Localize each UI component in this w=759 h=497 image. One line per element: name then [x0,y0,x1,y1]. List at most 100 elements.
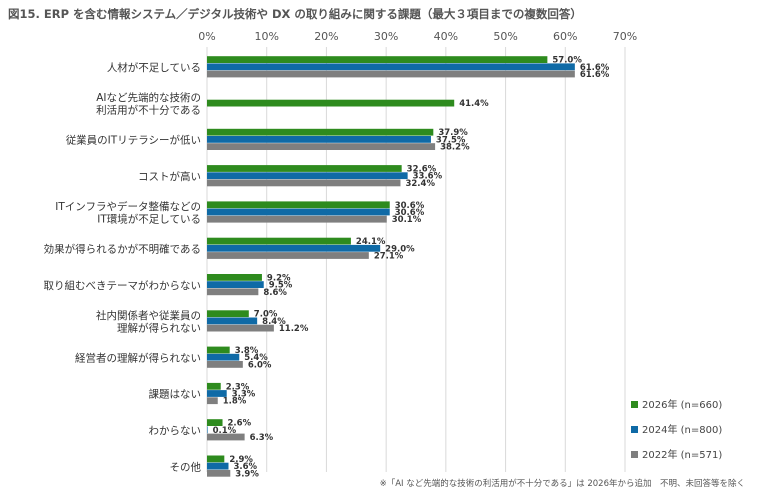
category-label: その他 [170,460,202,473]
bar [207,353,240,361]
value-label: 2.3% [226,382,250,392]
value-label: 3.8% [235,346,259,356]
bar [207,469,231,477]
value-label: 61.6% [580,63,610,73]
value-label: 32.4% [405,179,435,189]
bar [207,201,390,209]
bar [207,165,402,172]
bar [207,361,243,368]
legend-label: 2022年 (n=571) [642,448,722,461]
value-label: 9.5% [269,281,293,291]
value-label: 2.9% [229,455,253,465]
bar [207,419,223,426]
value-label: 38.2% [440,143,470,153]
value-label: 8.6% [263,288,287,298]
value-label: 32.6% [407,165,437,175]
bar [207,244,381,252]
category-label: 人材が不足している [107,61,201,74]
footnote: ※「AI など先端的な技術の利活用が不十分である」は 2026年から追加 不明、… [379,479,745,489]
x-tick-label: 30% [374,30,398,43]
value-label: 30.6% [395,201,425,211]
value-labels: 57.0%61.6%61.6%41.4%37.9%37.5%38.2%32.6%… [213,56,610,480]
value-label: 7.0% [254,310,278,320]
category-label: 従業員のITリテラシーが低い [66,134,201,147]
bar [207,310,249,318]
bar [207,252,369,259]
x-tick-label: 0% [198,30,215,43]
value-label: 41.4% [459,99,489,109]
value-label: 30.1% [392,215,422,225]
category-label: コストが高い [138,170,201,183]
category-label: 効果が得られるかが不明確である [44,243,201,256]
value-label: 3.6% [233,462,257,472]
category-label: わからない [149,425,202,437]
value-label: 8.4% [262,317,286,327]
legend-swatch [631,451,638,458]
value-label: 6.0% [248,360,272,370]
value-label: 33.6% [413,172,443,182]
value-label: 37.9% [438,128,468,138]
category-label: ITインフラやデータ整備などの IT環境が不足している [55,200,201,226]
value-label: 3.3% [232,390,256,400]
value-label: 3.9% [235,469,259,479]
bar [207,462,229,470]
x-tick-label: 20% [314,30,338,43]
bar [207,382,221,390]
bar [207,281,264,288]
legend-label: 2026年 (n=660) [642,398,722,411]
value-label: 9.2% [267,273,291,283]
bar [207,455,225,463]
bar [207,433,245,441]
bar [207,208,390,216]
x-tick-label: 40% [434,30,458,43]
bar [207,346,230,354]
bar [207,172,408,180]
grid-lines [206,47,626,472]
bar [207,70,575,78]
bar [207,99,455,107]
value-label: 27.1% [374,252,404,262]
x-tick-label: 10% [254,30,278,43]
value-label: 37.5% [436,135,466,145]
category-label: AIなど先端的な技術の利活用が不十分である [96,91,201,117]
x-tick-label: 70% [613,30,637,43]
bars [207,56,575,477]
value-label: 0.1% [213,426,237,436]
bar [207,179,401,187]
category-label: 社内関係者や従業員の理解が得られない [96,309,201,335]
value-label: 61.6% [580,70,610,80]
bar [207,274,262,281]
value-label: 11.2% [279,324,309,334]
value-label: 2.6% [228,419,252,429]
chart-title: 図15. ERP を含む情報システム／デジタル技術や DX の取り組みに関する課… [8,7,582,21]
category-label: 取り組むべきテーマがわからない [44,279,202,292]
bar [207,288,259,296]
x-tick-label: 60% [553,30,577,43]
bar [207,63,575,71]
bar [207,397,218,405]
value-label: 57.0% [552,56,582,66]
bar [207,56,548,63]
value-label: 1.8% [223,397,247,407]
category-label: 経営者の理解が得られない [75,351,201,364]
legend: 2026年 (n=660) 2024年 (n=800) 2022年 (n=571) [631,398,722,461]
x-axis-ticks: 0% 10% 20% 30% 40% 50% 60% 70% [198,30,637,43]
value-label: 24.1% [356,237,386,247]
bar [207,324,274,332]
bar [207,215,387,223]
bar [207,426,208,434]
x-tick-label: 50% [493,30,517,43]
bar [207,143,436,150]
legend-swatch [631,426,638,433]
value-label: 30.6% [395,208,425,218]
value-label: 5.4% [244,353,268,363]
value-label: 29.0% [385,244,415,254]
category-label: 課題はない [149,388,202,401]
bar [207,136,431,143]
bar [207,317,258,325]
bar [207,128,434,136]
legend-label: 2024年 (n=800) [642,423,722,436]
category-labels: 人材が不足している AIなど先端的な技術の利活用が不十分である従業員のITリテラシ… [44,61,202,473]
bar [207,237,351,245]
